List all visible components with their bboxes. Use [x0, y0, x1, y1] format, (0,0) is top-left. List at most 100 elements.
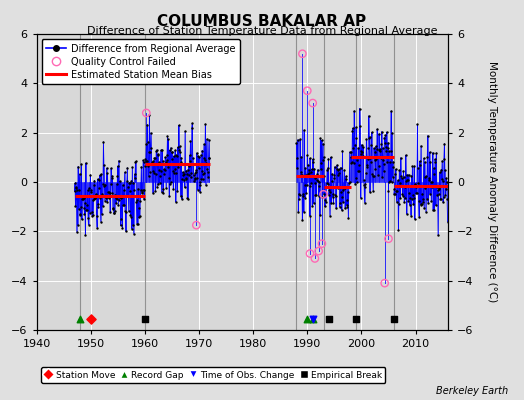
Point — [404, 197, 412, 204]
Point — [173, 144, 182, 150]
Point — [204, 155, 213, 161]
Point — [408, 163, 417, 170]
Point — [93, 176, 102, 182]
Point — [348, 125, 357, 131]
Point — [367, 158, 375, 165]
Point — [421, 184, 429, 191]
Point — [336, 200, 344, 206]
Point — [167, 144, 175, 151]
Point — [304, 166, 313, 173]
Point — [374, 154, 382, 160]
Point — [316, 135, 324, 141]
Point — [147, 159, 156, 165]
Y-axis label: Monthly Temperature Anomaly Difference (°C): Monthly Temperature Anomaly Difference (… — [487, 61, 497, 303]
Point — [183, 166, 192, 173]
Point — [122, 193, 130, 199]
Point — [350, 108, 358, 114]
Point — [73, 222, 82, 228]
Point — [189, 155, 197, 162]
Point — [435, 185, 444, 191]
Point — [341, 205, 350, 212]
Point — [392, 199, 401, 205]
Point — [414, 180, 422, 186]
Point — [157, 189, 166, 195]
Point — [89, 212, 97, 218]
Point — [106, 209, 114, 215]
Point — [165, 174, 173, 181]
Point — [80, 211, 89, 217]
Point — [138, 187, 147, 193]
Point — [146, 149, 155, 155]
Point — [373, 126, 381, 132]
Point — [301, 165, 310, 171]
Point — [379, 156, 387, 163]
Point — [396, 180, 404, 186]
Point — [401, 194, 409, 201]
Point — [108, 173, 117, 179]
Point — [193, 150, 201, 156]
Point — [367, 142, 376, 148]
Point — [112, 195, 120, 201]
Point — [305, 170, 313, 176]
Point — [425, 175, 433, 182]
Point — [86, 209, 94, 216]
Point — [97, 211, 106, 217]
Point — [380, 280, 389, 286]
Point — [177, 159, 185, 166]
Point — [86, 316, 95, 322]
Point — [325, 316, 333, 322]
Point — [185, 172, 193, 178]
Point — [343, 204, 352, 210]
Point — [116, 222, 125, 229]
Point — [116, 178, 124, 184]
Point — [386, 159, 394, 166]
Point — [371, 166, 379, 172]
Point — [180, 170, 188, 177]
Point — [297, 168, 305, 175]
Point — [296, 136, 304, 142]
Point — [442, 175, 451, 181]
Point — [406, 201, 414, 208]
Point — [335, 166, 343, 172]
Point — [199, 176, 207, 182]
Point — [174, 164, 182, 170]
Point — [308, 166, 316, 172]
Point — [171, 199, 180, 205]
Point — [347, 160, 355, 166]
Point — [126, 212, 135, 218]
Point — [299, 193, 307, 199]
Point — [361, 200, 369, 206]
Point — [319, 140, 328, 147]
Point — [139, 158, 148, 165]
Point — [374, 171, 383, 178]
Point — [95, 177, 104, 184]
Point — [190, 176, 199, 182]
Point — [143, 158, 151, 164]
Point — [407, 173, 416, 179]
Point — [195, 154, 203, 160]
Point — [322, 183, 331, 190]
Point — [83, 187, 92, 193]
Point — [368, 129, 376, 136]
Point — [390, 186, 399, 192]
Point — [115, 157, 123, 164]
Point — [309, 100, 317, 106]
Point — [170, 153, 178, 160]
Point — [388, 130, 396, 136]
Point — [315, 182, 323, 189]
Point — [328, 171, 336, 177]
Point — [82, 160, 90, 166]
Legend: Station Move, Record Gap, Time of Obs. Change, Empirical Break: Station Move, Record Gap, Time of Obs. C… — [41, 367, 386, 383]
Point — [356, 122, 364, 129]
Point — [160, 166, 168, 172]
Point — [439, 199, 447, 205]
Point — [375, 147, 384, 153]
Point — [136, 198, 144, 204]
Point — [154, 181, 162, 187]
Point — [104, 189, 112, 195]
Point — [150, 155, 159, 162]
Point — [310, 165, 318, 172]
Point — [399, 168, 408, 174]
Point — [108, 206, 117, 212]
Point — [370, 145, 378, 152]
